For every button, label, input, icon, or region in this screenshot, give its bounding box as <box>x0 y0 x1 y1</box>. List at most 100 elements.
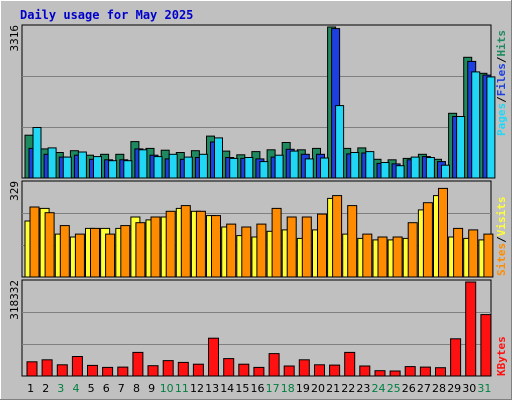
pages-bar-day-24 <box>380 162 390 179</box>
kbytes-bar-day-27 <box>419 366 431 377</box>
pages-bar-day-7 <box>123 160 133 179</box>
kbytes-bar-day-8 <box>132 351 144 377</box>
x-tick-day-5: 5 <box>88 382 95 395</box>
x-tick-day-21: 21 <box>326 382 340 395</box>
pages-bar-day-30 <box>471 71 481 179</box>
legend-files: Files <box>495 63 508 96</box>
x-tick-day-28: 28 <box>432 382 446 395</box>
pages-bar-day-15 <box>244 157 254 179</box>
visits-ymax-label: 329 <box>8 181 21 201</box>
kbytes-bar-day-10 <box>162 360 174 377</box>
kbytes-bar-day-28 <box>435 367 446 377</box>
sites-bar-day-27 <box>422 202 433 278</box>
x-tick-day-24: 24 <box>372 382 386 395</box>
legend-sep-3: / <box>495 236 508 243</box>
sites-bar-day-29 <box>453 227 464 278</box>
kbytes-legend: KBytes <box>495 336 508 376</box>
legend-sep-1: / <box>495 96 508 103</box>
x-tick-day-30: 30 <box>462 382 476 395</box>
pages-bar-day-25 <box>395 165 405 179</box>
sites-bar-day-28 <box>438 187 448 278</box>
legend-visits: Visits <box>495 197 508 237</box>
pages-bar-day-19 <box>304 158 314 179</box>
pages-files-hits-panel <box>21 24 496 179</box>
x-tick-day-18: 18 <box>281 382 295 395</box>
x-tick-day-25: 25 <box>387 382 401 395</box>
sites-bar-day-9 <box>150 216 161 278</box>
kbytes-bar-day-6 <box>102 366 114 377</box>
x-tick-day-6: 6 <box>103 382 110 395</box>
x-tick-day-19: 19 <box>296 382 310 395</box>
sites-bar-day-11 <box>180 205 191 278</box>
pages-bar-day-16 <box>259 161 269 179</box>
kbytes-bar-day-22 <box>344 351 356 377</box>
pages-bar-day-20 <box>320 157 329 179</box>
sites-bar-day-22 <box>347 205 358 278</box>
kbytes-bar-day-23 <box>359 365 371 377</box>
x-tick-day-10: 10 <box>160 382 174 395</box>
kbytes-bar-day-21 <box>329 364 341 377</box>
kbytes-bar-day-30 <box>465 281 477 377</box>
pages-bar-day-31 <box>486 76 496 179</box>
kbytes-bar-day-25 <box>389 370 401 377</box>
sites-bar-day-17 <box>271 207 282 278</box>
pages-bar-day-1 <box>32 127 42 179</box>
sites-bar-day-21 <box>332 195 343 278</box>
pages-bar-day-27 <box>425 157 435 179</box>
sites-bar-day-13 <box>211 215 221 278</box>
x-tick-day-7: 7 <box>118 382 125 395</box>
kbytes-bar-day-31 <box>480 314 492 377</box>
pages-bar-day-9 <box>153 156 163 179</box>
pages-bar-day-2 <box>47 147 57 179</box>
legend-sep-2: / <box>495 56 508 63</box>
x-tick-day-1: 1 <box>27 382 34 395</box>
legend-kbytes: KBytes <box>495 336 508 376</box>
pages-ymax-label: 3316 <box>8 25 21 52</box>
kbytes-bar-day-15 <box>238 363 250 377</box>
sites-bar-day-8 <box>135 222 146 278</box>
kbytes-bar-day-3 <box>56 364 68 377</box>
sites-bar-day-20 <box>317 213 327 278</box>
sites-bar-day-10 <box>165 210 176 278</box>
kbytes-bar-day-11 <box>177 361 189 377</box>
chart-title: Daily usage for May 2025 <box>20 8 193 22</box>
x-tick-day-3: 3 <box>57 382 64 395</box>
pages-bar-day-21 <box>335 105 345 179</box>
kbytes-bar-day-16 <box>253 366 265 377</box>
x-tick-day-22: 22 <box>341 382 355 395</box>
kbytes-bar-day-29 <box>450 338 462 377</box>
kbytes-bar-day-7 <box>117 366 129 377</box>
x-tick-day-17: 17 <box>266 382 280 395</box>
sites-bar-day-3 <box>59 225 70 278</box>
x-tick-day-31: 31 <box>477 382 491 395</box>
x-tick-day-20: 20 <box>311 382 325 395</box>
sites-bar-day-24 <box>377 236 388 278</box>
kbytes-ymax-label: 318332 <box>8 280 21 320</box>
pages-bar-day-6 <box>108 160 118 179</box>
kbytes-bar-day-18 <box>283 365 295 377</box>
sites-bar-day-1 <box>29 206 40 278</box>
sites-bar-day-14 <box>226 223 237 278</box>
sites-bar-day-7 <box>120 225 131 278</box>
x-tick-day-9: 9 <box>148 382 155 395</box>
x-tick-day-23: 23 <box>356 382 370 395</box>
x-tick-day-29: 29 <box>447 382 461 395</box>
sites-bar-day-18 <box>286 216 297 278</box>
legend-hits: Hits <box>495 30 508 57</box>
pages-bar-day-8 <box>138 149 148 179</box>
kbytes-bar-day-13 <box>208 337 219 377</box>
x-tick-day-13: 13 <box>205 382 219 395</box>
sites-bar-day-15 <box>241 226 252 278</box>
x-tick-day-14: 14 <box>220 382 234 395</box>
x-tick-day-8: 8 <box>133 382 140 395</box>
x-tick-day-26: 26 <box>402 382 416 395</box>
kbytes-bar-day-26 <box>404 366 416 377</box>
x-axis-day-labels: 1 2 3 4 5 6 7 8 9 10 11 12 13 14 15 16 17 18 19 20 21 22 23 24 2… <box>27 382 491 395</box>
visits-sites-legend: Sites/Visits <box>495 197 508 277</box>
pages-bar-day-4 <box>77 151 87 179</box>
legend-sites: Sites <box>495 243 508 276</box>
pages-bar-day-23 <box>365 151 375 179</box>
x-tick-day-11: 11 <box>175 382 189 395</box>
legend-pages: Pages <box>495 103 508 136</box>
kbytes-bar-day-2 <box>41 359 53 377</box>
